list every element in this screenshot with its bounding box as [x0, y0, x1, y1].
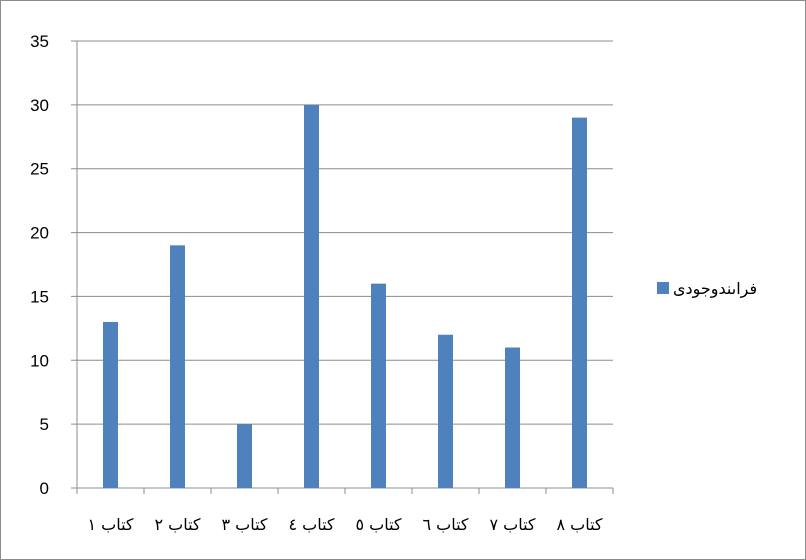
- bar: [237, 424, 252, 488]
- bar: [103, 321, 118, 488]
- x-tick-label: كتاب ٨: [556, 515, 602, 534]
- x-tick-label: كتاب ٢: [154, 515, 200, 534]
- bar: [170, 245, 185, 488]
- bar: [572, 117, 587, 488]
- legend-label: فراىندوجودى: [673, 279, 757, 299]
- y-tick-label: 25: [30, 160, 49, 179]
- x-tick-label: كتاب ٧: [489, 515, 535, 534]
- bar: [438, 334, 453, 488]
- bar: [505, 347, 520, 488]
- y-tick-label: 30: [30, 96, 49, 115]
- y-tick-label: 35: [30, 32, 49, 51]
- x-tick-label: كتاب ٦: [422, 515, 468, 534]
- x-tick-label: كتاب ٤: [288, 515, 334, 534]
- y-tick-label: 10: [30, 351, 49, 370]
- axes: [71, 41, 614, 494]
- x-tick-labels: كتاب ١ كتاب ٢ كتاب ٣ كتاب ٤ كتاب ٥ كتاب ٦ كتاب…: [87, 515, 602, 534]
- legend: فراىندوجودى: [657, 279, 757, 299]
- bar: [371, 283, 386, 488]
- bar: [304, 104, 319, 488]
- y-tick-label: 5: [40, 415, 49, 434]
- y-tick-label: 20: [30, 224, 49, 243]
- x-tick-label: كتاب ١: [87, 515, 133, 534]
- y-tick-label: 0: [40, 479, 49, 498]
- x-tick-label: كتاب ٥: [355, 515, 401, 534]
- x-tick-label: كتاب ٣: [221, 515, 267, 534]
- y-tick-label: 15: [30, 287, 49, 306]
- bars: [103, 104, 587, 488]
- gridlines: [71, 40, 613, 425]
- legend-swatch: [657, 282, 669, 294]
- y-tick-labels: 0 5 10 15 20 25 30 35: [30, 32, 49, 498]
